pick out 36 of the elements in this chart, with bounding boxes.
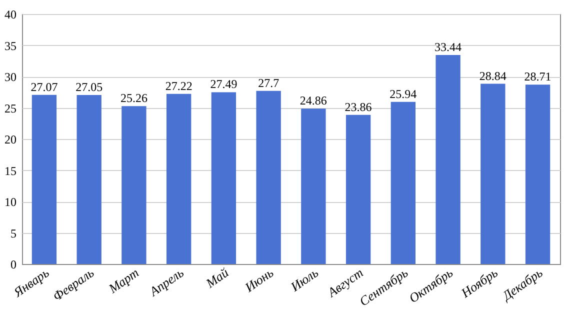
x-tick-label: Июнь (241, 264, 276, 296)
bar (211, 92, 236, 264)
bar (436, 55, 460, 264)
data-label: 27.05 (76, 80, 103, 94)
bar (480, 84, 506, 264)
bar (525, 84, 550, 264)
data-label: 24.86 (300, 94, 327, 108)
y-tick-label: 10 (4, 195, 16, 209)
data-label: 25.26 (120, 91, 148, 106)
data-label: 23.86 (344, 100, 372, 114)
data-label: 25.94 (390, 86, 417, 101)
y-tick-label: 40 (4, 8, 16, 22)
x-tick-label: Июль (287, 264, 321, 295)
data-label: 27.49 (210, 77, 238, 92)
data-label: 27.07 (30, 80, 58, 94)
data-label: 27.7 (258, 76, 280, 90)
bar (122, 106, 146, 264)
bar (76, 94, 102, 264)
y-tick-label: 35 (4, 38, 16, 53)
bar (390, 102, 416, 264)
y-tick-label: 0 (10, 258, 16, 272)
y-tick-label: 25 (4, 101, 16, 116)
y-tick-label: 15 (4, 164, 16, 178)
bar (346, 114, 371, 264)
data-label: 27.22 (165, 78, 192, 93)
bar (256, 90, 281, 264)
data-label: 28.84 (479, 68, 506, 83)
y-tick-label: 20 (4, 132, 16, 146)
bar (32, 94, 57, 264)
data-label: 33.44 (434, 40, 462, 54)
x-tick-label: Май (202, 264, 232, 292)
y-tick-label: 5 (10, 226, 16, 240)
data-label: 28.71 (524, 70, 552, 84)
y-tick-label: 30 (4, 70, 16, 84)
bar (301, 108, 326, 264)
bar (166, 94, 192, 264)
